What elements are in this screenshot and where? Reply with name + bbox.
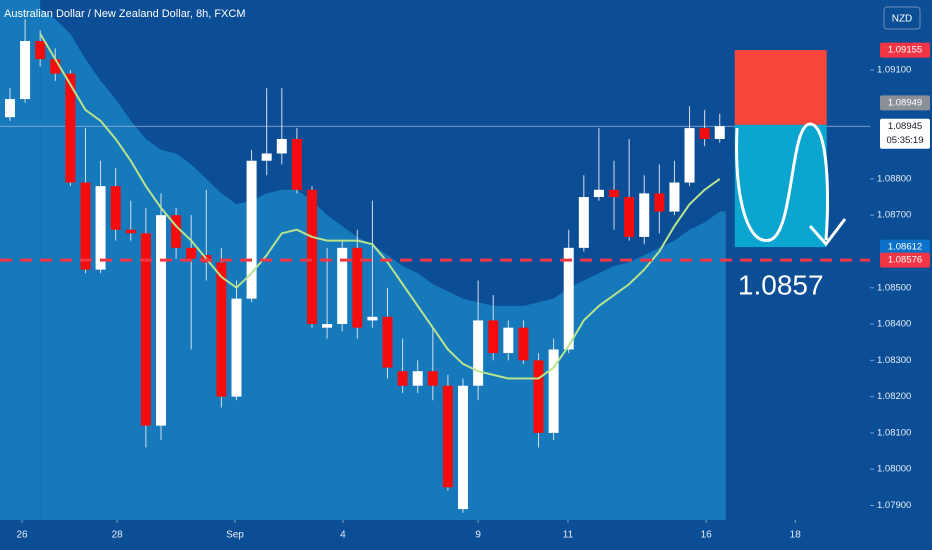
- candle-body: [291, 138, 302, 190]
- price-countdown: 05:35:19: [887, 135, 924, 146]
- y-tick-label: 1.07900: [877, 500, 911, 511]
- candle-body: [186, 247, 197, 259]
- candle-body: [306, 189, 317, 325]
- candle-body: [714, 126, 725, 139]
- candle-body: [125, 229, 136, 234]
- candle-body: [20, 41, 31, 100]
- candle-body: [110, 186, 121, 230]
- candle-body: [503, 327, 514, 354]
- price-badge: [880, 42, 930, 58]
- candle-body: [533, 360, 544, 433]
- candle-body: [80, 182, 91, 270]
- x-tick-label: 26: [16, 530, 28, 541]
- candle-body: [246, 160, 257, 299]
- candle-body: [352, 247, 363, 328]
- candle-body: [427, 371, 438, 386]
- currency-button[interactable]: NZD: [883, 6, 921, 30]
- candle-body: [155, 215, 166, 426]
- candle-body: [684, 128, 695, 183]
- candle-body: [35, 41, 46, 60]
- candle-body: [518, 327, 529, 361]
- x-tick-label: 18: [790, 530, 802, 541]
- moving-average: [39, 33, 721, 380]
- y-tick-label: 1.08700: [877, 210, 911, 221]
- candle-body: [4, 99, 15, 118]
- price-badge-label: 1.09155: [888, 45, 922, 56]
- x-tick-label: 11: [563, 530, 574, 541]
- button-label[interactable]: NZD: [892, 14, 913, 25]
- candle-body: [140, 233, 151, 426]
- candle-body: [563, 247, 574, 350]
- candle-body: [624, 197, 635, 237]
- button-frame[interactable]: [883, 6, 921, 30]
- y-tick-label: 1.08000: [877, 464, 911, 475]
- candle-body: [382, 316, 393, 368]
- chart-title: Australian Dollar / New Zealand Dollar, …: [4, 8, 245, 20]
- candle-body: [548, 349, 559, 433]
- y-tick-label: 1.09100: [877, 65, 911, 76]
- candle-body: [50, 59, 61, 74]
- drawn-arrowhead: [808, 218, 847, 247]
- price-badge-label: 1.08612: [888, 242, 922, 253]
- y-tick-label: 1.08400: [877, 319, 911, 330]
- level-annotation: 1.0857: [738, 270, 824, 301]
- candle-body: [367, 316, 378, 321]
- y-tick-label: 1.08100: [877, 427, 911, 438]
- candle-body: [654, 193, 665, 212]
- candle-body: [322, 324, 333, 328]
- candle-body: [593, 189, 604, 198]
- price-badge: [880, 252, 930, 268]
- price-badge-label: 1.08945: [888, 121, 922, 132]
- candle-body: [639, 193, 650, 237]
- plot-layer: 1.09100 1.08800 1.08700 1.08500 1.08400 1.083…: [0, 19, 911, 541]
- candle-body: [669, 182, 680, 212]
- candle-body: [412, 371, 423, 386]
- x-tick-label: 9: [475, 530, 481, 541]
- candle-body: [488, 320, 499, 354]
- candle-body: [458, 385, 469, 510]
- candle-body: [473, 320, 484, 386]
- y-tick-label: 1.08300: [877, 355, 911, 366]
- price-badge: [880, 118, 930, 149]
- candle-body: [442, 385, 453, 488]
- y-tick-label: 1.08800: [877, 173, 911, 184]
- x-tick-label: 28: [112, 530, 124, 541]
- price-badge-label: 1.08576: [888, 255, 922, 266]
- candle-body: [65, 73, 76, 183]
- price-badge-label: 1.08949: [888, 97, 922, 108]
- x-tick-label: 16: [701, 530, 713, 541]
- x-tick-label: Sep: [226, 530, 244, 541]
- price-badge: [880, 239, 930, 255]
- candle-body: [231, 298, 242, 397]
- stop-zone: [734, 50, 827, 125]
- candle-body: [609, 189, 620, 198]
- candle-body: [216, 262, 227, 397]
- candle-body: [95, 186, 106, 270]
- candle-body: [578, 197, 589, 248]
- candle-body: [337, 247, 348, 325]
- candle-body: [261, 153, 272, 161]
- drawn-curve: [735, 122, 829, 242]
- y-tick-label: 1.08500: [877, 282, 911, 293]
- y-tick-label: 1.08200: [877, 391, 911, 402]
- x-tick-label: 4: [340, 530, 346, 541]
- candle-body: [397, 371, 408, 386]
- candle-body: [171, 215, 182, 248]
- candle-body: [699, 128, 710, 139]
- price-badge: [880, 95, 930, 111]
- candle-body: [276, 138, 287, 154]
